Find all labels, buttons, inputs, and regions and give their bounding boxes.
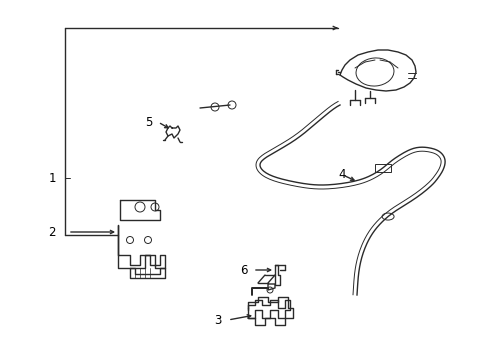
Text: 4: 4 bbox=[337, 168, 345, 181]
Text: 5: 5 bbox=[144, 116, 152, 129]
Text: 2: 2 bbox=[48, 225, 56, 238]
Text: 1: 1 bbox=[48, 171, 56, 184]
Bar bbox=[375, 163, 390, 171]
Text: 3: 3 bbox=[214, 314, 222, 327]
Text: 6: 6 bbox=[240, 264, 247, 276]
